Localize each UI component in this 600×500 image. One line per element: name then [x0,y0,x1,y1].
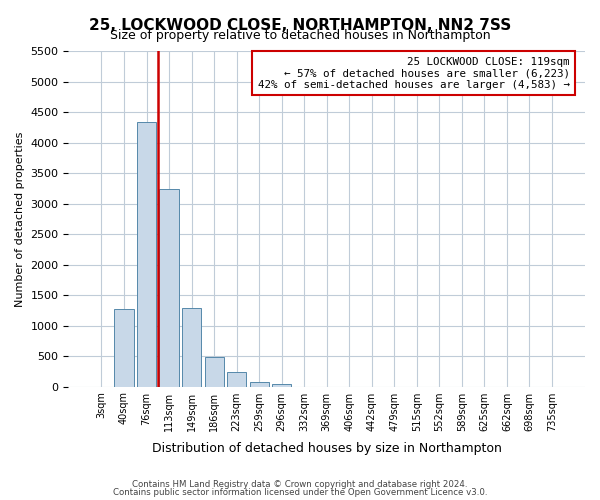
Text: 25, LOCKWOOD CLOSE, NORTHAMPTON, NN2 7SS: 25, LOCKWOOD CLOSE, NORTHAMPTON, NN2 7SS [89,18,511,32]
Bar [227,372,246,386]
Bar [272,384,291,386]
Bar [205,358,224,386]
Bar [115,309,134,386]
Y-axis label: Number of detached properties: Number of detached properties [15,132,25,306]
X-axis label: Distribution of detached houses by size in Northampton: Distribution of detached houses by size … [152,442,502,455]
Text: Contains public sector information licensed under the Open Government Licence v3: Contains public sector information licen… [113,488,487,497]
Bar [182,308,201,386]
Text: Contains HM Land Registry data © Crown copyright and database right 2024.: Contains HM Land Registry data © Crown c… [132,480,468,489]
Bar [250,382,269,386]
Bar [160,188,179,386]
Text: 25 LOCKWOOD CLOSE: 119sqm
← 57% of detached houses are smaller (6,223)
42% of se: 25 LOCKWOOD CLOSE: 119sqm ← 57% of detac… [257,56,569,90]
Bar [137,122,156,386]
Text: Size of property relative to detached houses in Northampton: Size of property relative to detached ho… [110,29,490,42]
